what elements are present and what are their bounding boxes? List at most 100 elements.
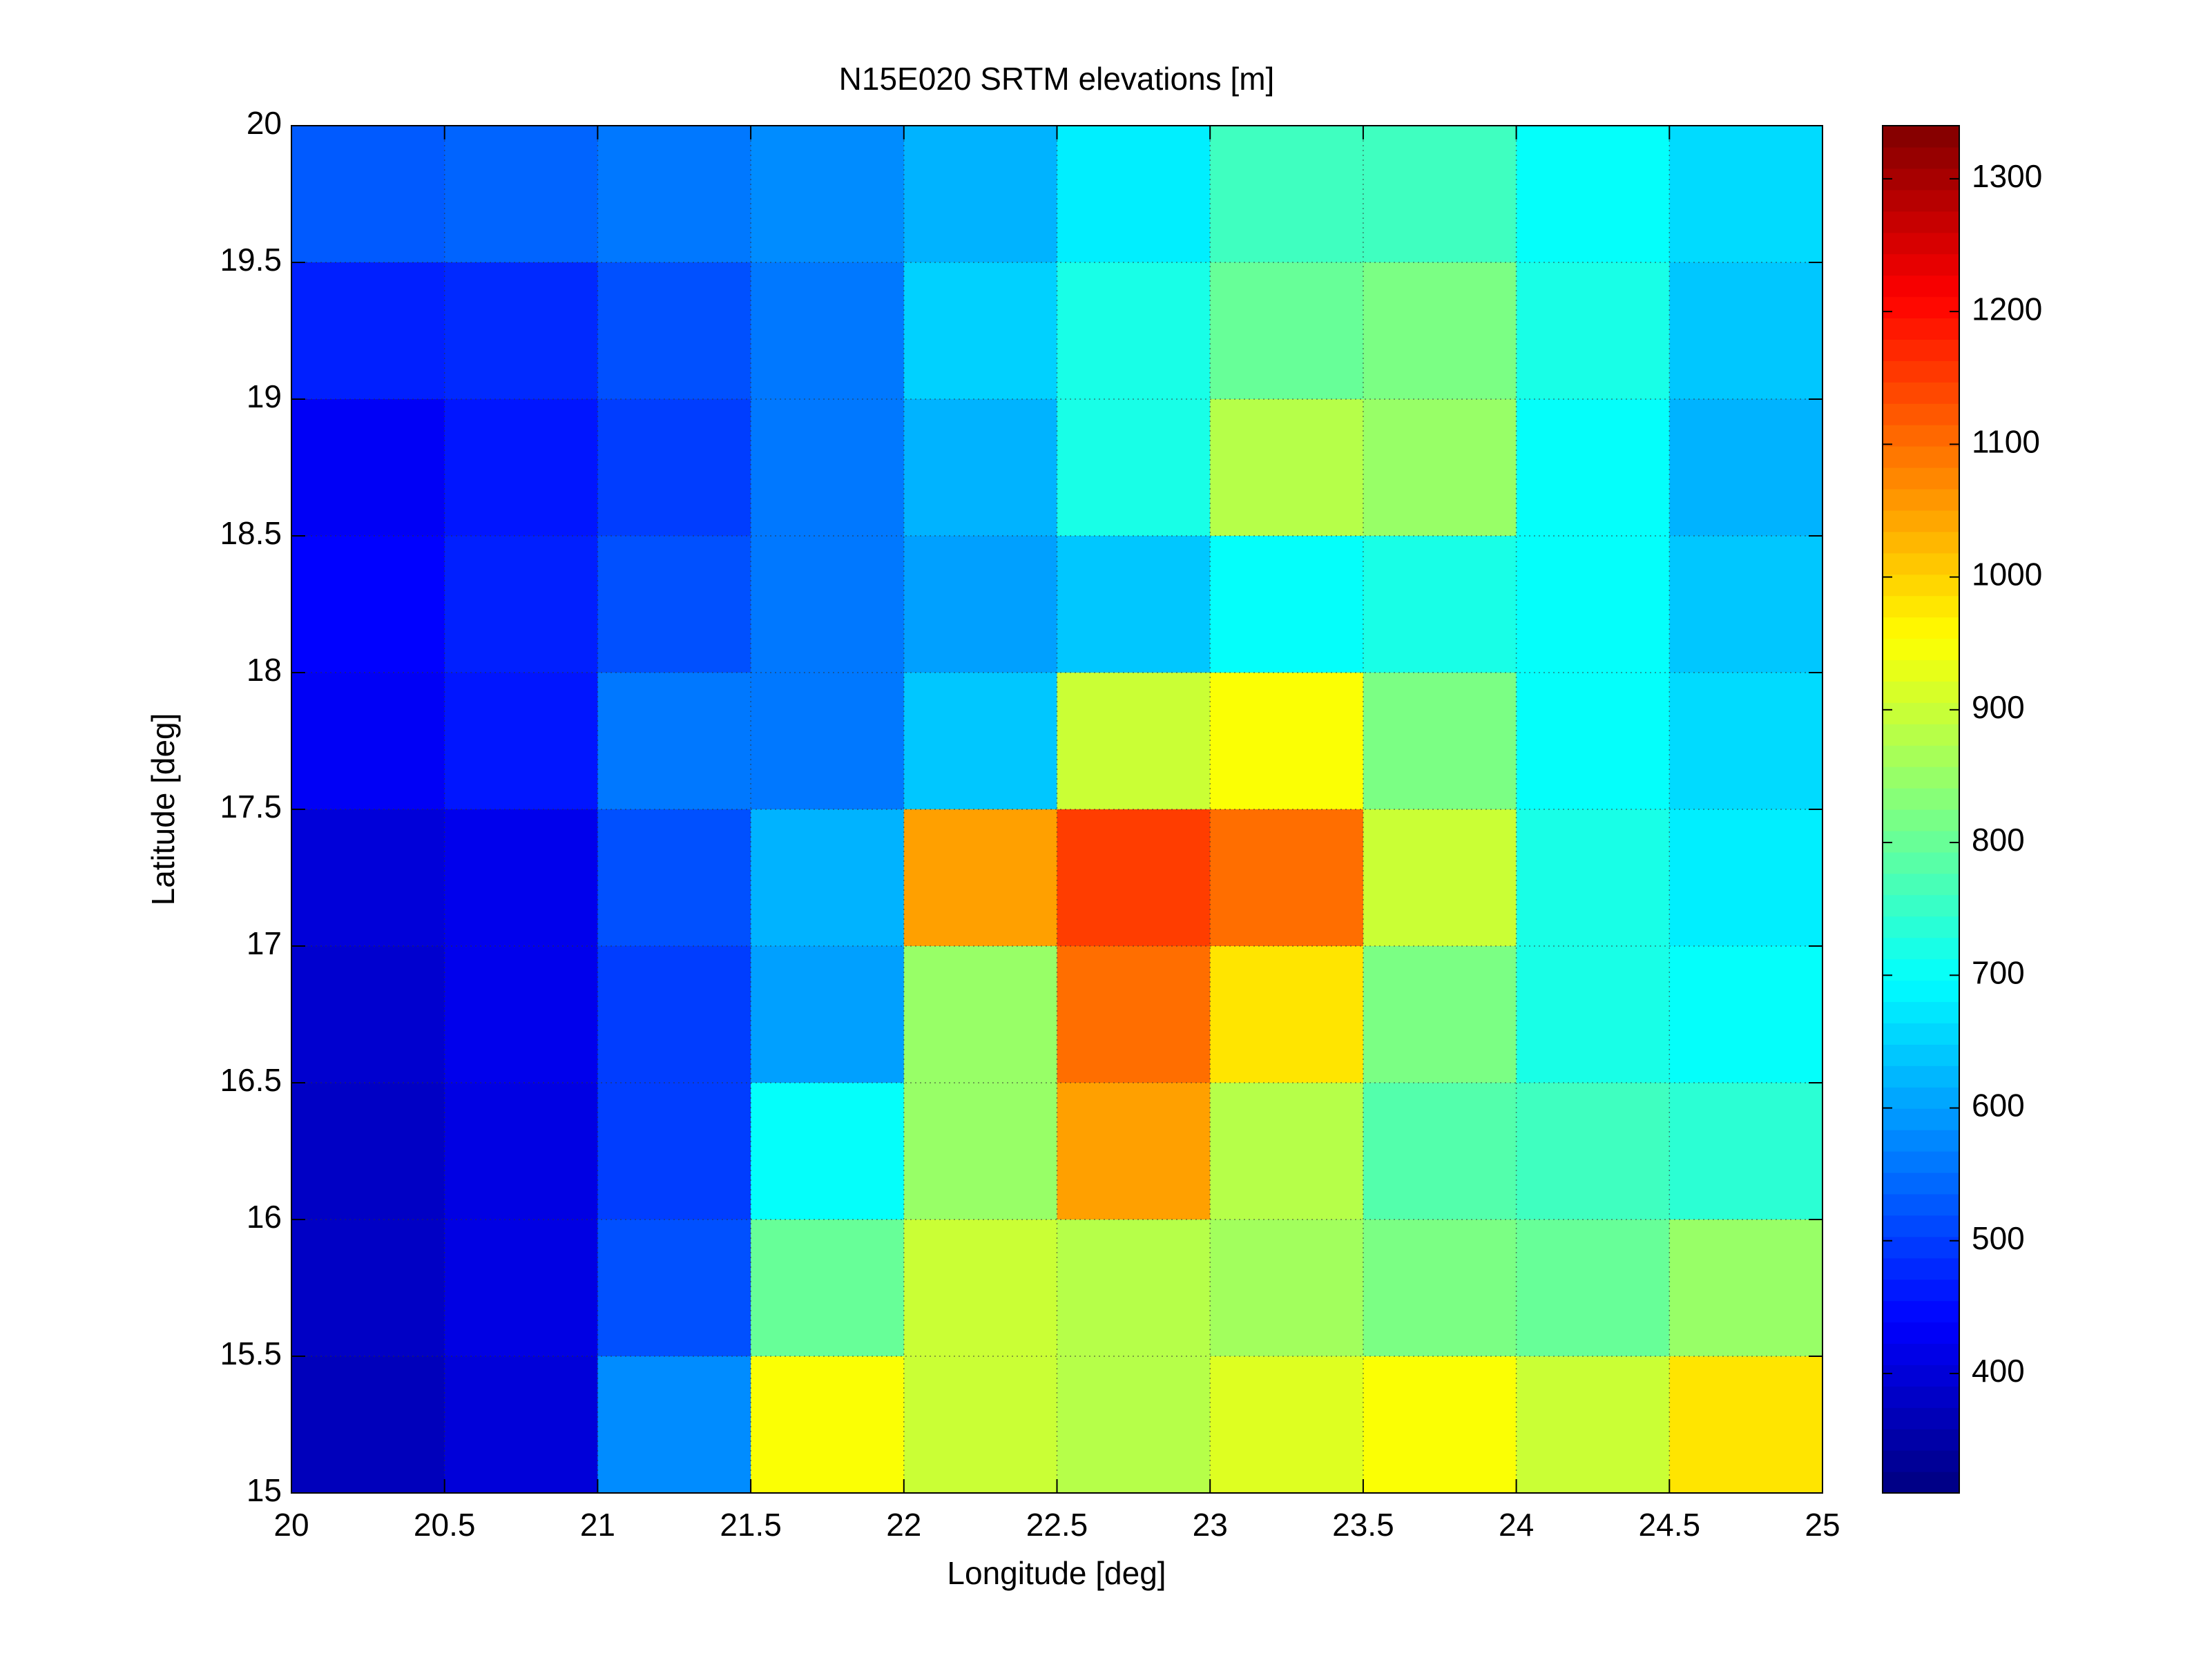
x-tick-label: 22 bbox=[886, 1507, 921, 1543]
colorbar-swatch bbox=[1883, 168, 1959, 191]
heatmap-cell bbox=[1363, 1220, 1517, 1357]
colorbar-swatch bbox=[1883, 702, 1959, 724]
colorbar-swatch bbox=[1883, 1429, 1959, 1451]
colorbar-tick-label: 900 bbox=[1972, 689, 2025, 725]
colorbar-swatch bbox=[1883, 552, 1959, 575]
colorbar-swatch bbox=[1883, 873, 1959, 896]
chart-title: N15E020 SRTM elevations [m] bbox=[839, 61, 1275, 97]
heatmap-cell bbox=[291, 1220, 445, 1357]
heatmap-cell bbox=[751, 809, 905, 947]
y-tick-label: 15 bbox=[247, 1472, 282, 1508]
heatmap-cell bbox=[1363, 536, 1517, 673]
heatmap-cell bbox=[1516, 1220, 1670, 1357]
heatmap-cell bbox=[444, 1356, 598, 1494]
heatmap-cell bbox=[1363, 262, 1517, 400]
colorbar-swatch bbox=[1883, 937, 1959, 960]
x-tick-label: 25 bbox=[1805, 1507, 1840, 1543]
colorbar-swatch bbox=[1883, 1236, 1959, 1259]
colorbar-swatch bbox=[1883, 1215, 1959, 1237]
colorbar-swatch bbox=[1883, 1044, 1959, 1066]
colorbar-swatch bbox=[1883, 1365, 1959, 1387]
colorbar-swatch bbox=[1883, 1472, 1959, 1494]
heatmap-cell bbox=[1363, 809, 1517, 947]
heatmap-cell bbox=[444, 809, 598, 947]
heatmap-cell bbox=[291, 1356, 445, 1494]
heatmap-cell bbox=[1210, 536, 1364, 673]
heatmap-cell bbox=[751, 1083, 905, 1220]
heatmap-cell bbox=[1516, 946, 1670, 1083]
colorbar-swatch bbox=[1883, 1407, 1959, 1429]
colorbar-tick-label: 700 bbox=[1972, 954, 2025, 990]
colorbar-swatch bbox=[1883, 318, 1959, 340]
colorbar-swatch bbox=[1883, 745, 1959, 767]
colorbar-swatch bbox=[1883, 1257, 1959, 1280]
x-tick-label: 23.5 bbox=[1332, 1507, 1394, 1543]
colorbar-swatch bbox=[1883, 830, 1959, 853]
heatmap-cell bbox=[751, 262, 905, 400]
colorbar-swatch bbox=[1883, 1322, 1959, 1344]
heatmap-cell bbox=[1210, 673, 1364, 810]
colorbar-swatch bbox=[1883, 980, 1959, 1003]
heatmap-cell bbox=[1669, 399, 1823, 537]
heatmap-cell bbox=[1669, 1356, 1823, 1494]
heatmap-cell bbox=[597, 946, 751, 1083]
colorbar-swatch bbox=[1883, 767, 1959, 789]
heatmap-cell bbox=[444, 1083, 598, 1220]
colorbar-swatch bbox=[1883, 595, 1959, 618]
heatmap-cell bbox=[444, 673, 598, 810]
heatmap-cell bbox=[1210, 1083, 1364, 1220]
heatmap-cell bbox=[903, 126, 1057, 263]
colorbar-tick-label: 1100 bbox=[1972, 424, 2040, 460]
colorbar-swatch bbox=[1883, 1001, 1959, 1023]
colorbar-frame bbox=[1882, 125, 1960, 1494]
heatmap-cell bbox=[291, 673, 445, 810]
colorbar-swatch bbox=[1883, 659, 1959, 682]
x-tick-label: 24 bbox=[1499, 1507, 1534, 1543]
heatmap-cell bbox=[1363, 946, 1517, 1083]
colorbar-swatch bbox=[1883, 638, 1959, 661]
heatmap-cell bbox=[291, 809, 445, 947]
heatmap-cell bbox=[291, 262, 445, 400]
colorbar-swatch bbox=[1883, 488, 1959, 511]
heatmap-cell bbox=[1669, 673, 1823, 810]
heatmap-cell bbox=[291, 946, 445, 1083]
heatmap-cell bbox=[1210, 1220, 1364, 1357]
heatmap-cell bbox=[1057, 126, 1211, 263]
heatmap-cell bbox=[1516, 399, 1670, 537]
heatmap-cell bbox=[1363, 1083, 1517, 1220]
heatmap-cell bbox=[291, 399, 445, 537]
colorbar-swatch bbox=[1883, 724, 1959, 746]
heatmap-cell bbox=[1363, 673, 1517, 810]
colorbar-swatch bbox=[1883, 360, 1959, 383]
heatmap-cell bbox=[291, 126, 445, 263]
y-tick-label: 17.5 bbox=[220, 789, 282, 825]
colorbar-swatch bbox=[1883, 1066, 1959, 1088]
heatmap-cell bbox=[597, 1220, 751, 1357]
x-tick-label: 21.5 bbox=[720, 1507, 782, 1543]
heatmap-cell bbox=[903, 673, 1057, 810]
heatmap-cell bbox=[597, 126, 751, 263]
heatmap-cell bbox=[597, 1083, 751, 1220]
colorbar-swatch bbox=[1883, 894, 1959, 917]
y-tick-label: 15.5 bbox=[220, 1336, 282, 1371]
colorbar-swatch bbox=[1883, 531, 1959, 554]
heatmap-cell bbox=[1210, 946, 1364, 1083]
heatmap-cell bbox=[751, 126, 905, 263]
x-axis-label: Longitude [deg] bbox=[947, 1555, 1166, 1591]
colorbar-swatch bbox=[1883, 467, 1959, 490]
colorbar-tick-label: 1200 bbox=[1972, 291, 2042, 327]
heatmap-cell bbox=[597, 673, 751, 810]
heatmap-cell bbox=[1669, 536, 1823, 673]
colorbar-swatch bbox=[1883, 1279, 1959, 1302]
heatmap-cell bbox=[1057, 809, 1211, 947]
colorbar-tick-label: 400 bbox=[1972, 1353, 2025, 1389]
heatmap-cell bbox=[444, 399, 598, 537]
colorbar-swatch bbox=[1883, 296, 1959, 319]
colorbar-tick-label: 800 bbox=[1972, 822, 2025, 858]
heatmap-cell bbox=[1210, 1356, 1364, 1494]
heatmap-cell bbox=[444, 126, 598, 263]
heatmap-cell bbox=[444, 946, 598, 1083]
colorbar-swatch bbox=[1883, 1108, 1959, 1130]
heatmap-cell bbox=[1057, 673, 1211, 810]
heatmap-cell bbox=[1057, 946, 1211, 1083]
